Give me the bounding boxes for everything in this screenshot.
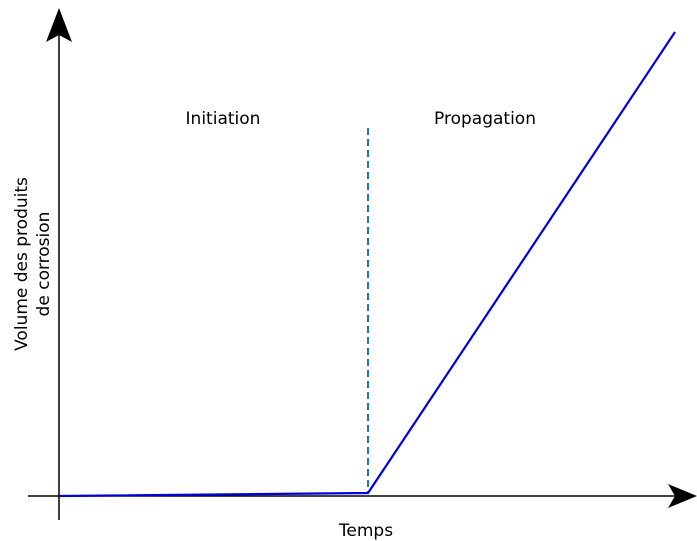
phase-label: Initiation — [186, 109, 261, 129]
x-axis-label: Temps — [338, 521, 393, 541]
y-arrow — [46, 8, 72, 42]
x-arrow — [668, 484, 697, 508]
phase-label: Propagation — [434, 109, 536, 129]
y-axis-label: de corrosion — [34, 212, 54, 317]
corrosion-curve — [58, 31, 676, 498]
y-axis-label: Volume des produits — [12, 177, 32, 351]
